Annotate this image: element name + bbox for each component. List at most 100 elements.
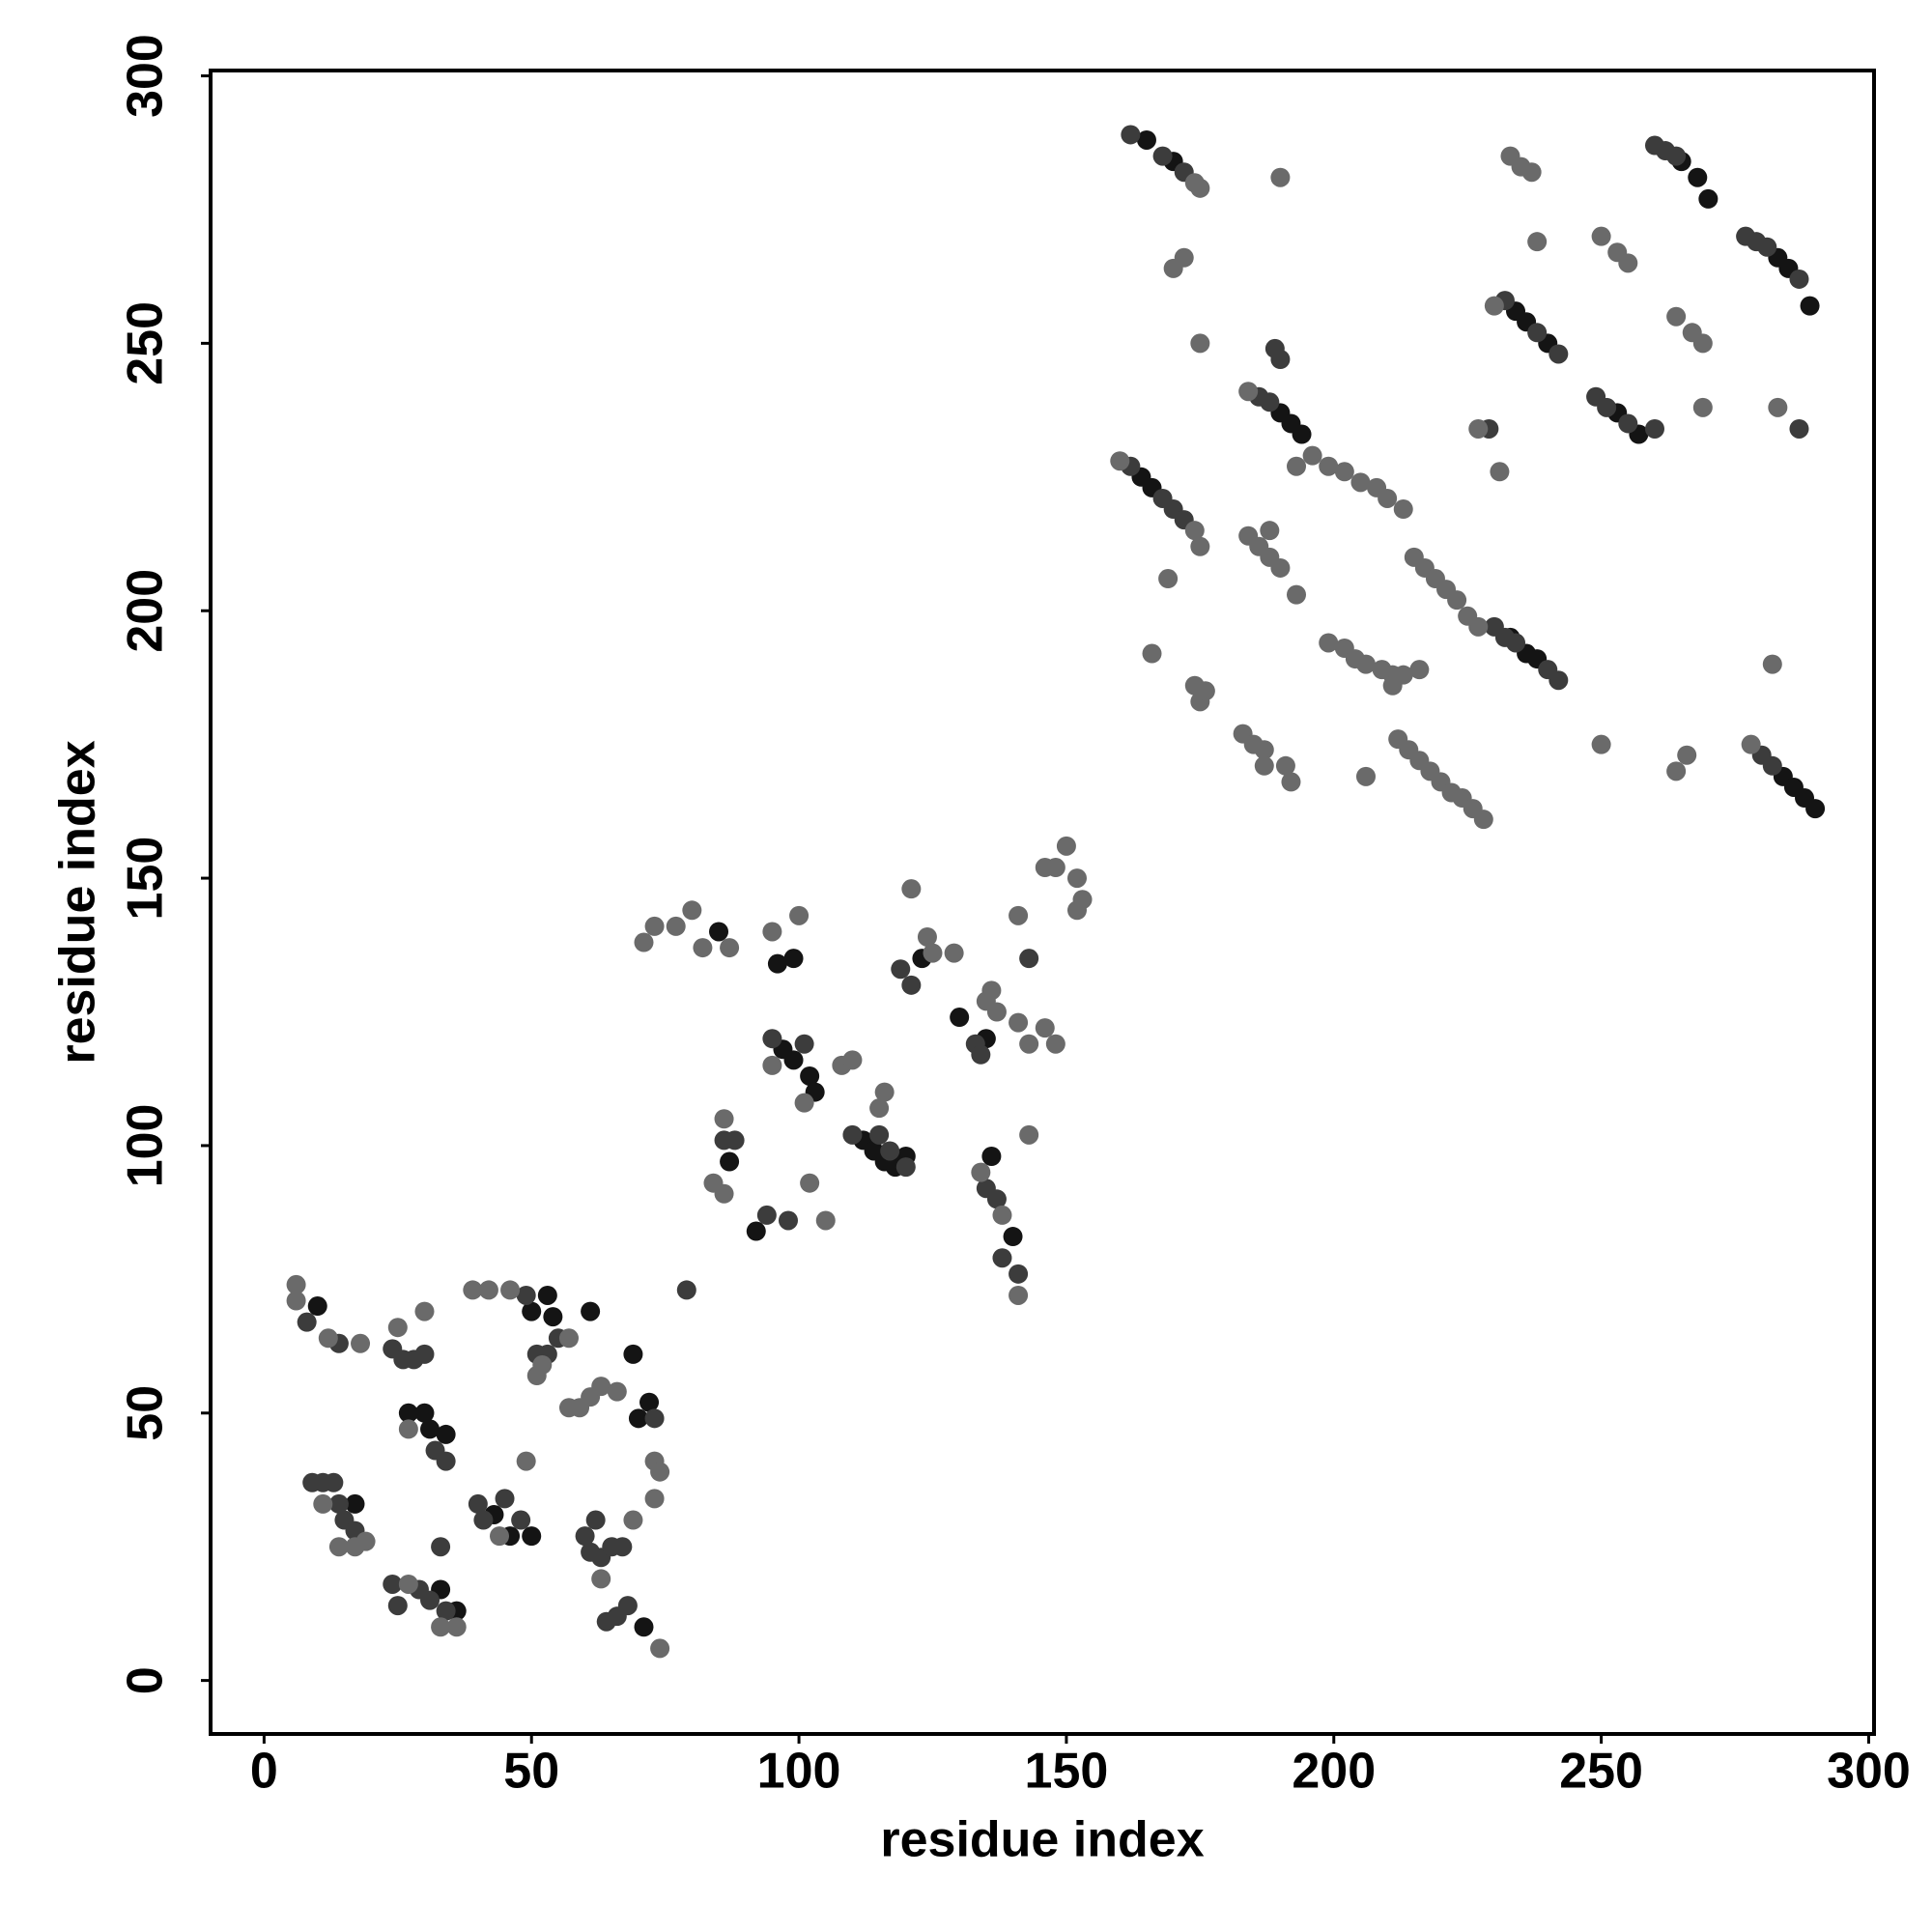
point [1270, 557, 1291, 578]
point [522, 1301, 542, 1321]
point [1527, 323, 1548, 343]
point [1045, 1034, 1065, 1054]
point [874, 1082, 895, 1102]
point [1591, 226, 1611, 246]
point [714, 1109, 734, 1129]
point [746, 1221, 766, 1241]
point [1757, 237, 1777, 257]
point [351, 1333, 371, 1353]
point [639, 1392, 660, 1412]
point [1019, 949, 1039, 969]
point [1666, 306, 1687, 327]
point [398, 1403, 418, 1423]
y-tick-label: 200 [118, 569, 174, 653]
point [558, 1328, 579, 1349]
point [1768, 397, 1788, 417]
point [1762, 654, 1782, 674]
point [286, 1274, 306, 1294]
point [431, 1617, 451, 1637]
x-tick-label: 50 [503, 1744, 559, 1800]
point [591, 1569, 611, 1589]
point [1066, 868, 1087, 889]
point [313, 1493, 333, 1514]
point [986, 1189, 1007, 1209]
point [869, 1124, 890, 1145]
point [1468, 616, 1489, 637]
point [1163, 258, 1183, 278]
point [1275, 755, 1295, 776]
y-tick-label: 50 [118, 1385, 174, 1441]
point [468, 1493, 488, 1514]
point [345, 1537, 365, 1557]
point [650, 1462, 670, 1482]
point [901, 879, 922, 899]
point [1591, 734, 1611, 754]
point [1692, 333, 1713, 354]
point [1666, 761, 1687, 781]
point [463, 1280, 483, 1300]
point [1800, 296, 1820, 316]
point [398, 1419, 418, 1439]
point [581, 1301, 601, 1321]
point [1184, 521, 1205, 541]
point [644, 916, 665, 936]
point [1009, 1285, 1029, 1305]
point [1009, 1264, 1029, 1284]
point [387, 1596, 408, 1616]
point [842, 1050, 863, 1070]
point [414, 1403, 435, 1423]
point [286, 1291, 306, 1311]
point [992, 1248, 1012, 1268]
point [1260, 392, 1280, 412]
point [971, 1162, 991, 1182]
point [1238, 382, 1259, 402]
point [585, 1510, 606, 1530]
point [880, 1141, 900, 1161]
point [420, 1590, 440, 1610]
point [1056, 836, 1076, 856]
point [709, 922, 729, 942]
point [762, 1029, 782, 1049]
point [950, 1008, 970, 1028]
point [532, 1354, 553, 1375]
point [1447, 590, 1467, 611]
point [478, 1280, 498, 1300]
point [1490, 462, 1510, 482]
point [1319, 633, 1339, 653]
point [328, 1493, 349, 1514]
point [1334, 462, 1354, 482]
point [944, 943, 964, 963]
point [1506, 633, 1526, 653]
point [1292, 424, 1312, 444]
point [1355, 654, 1376, 674]
point [1382, 675, 1403, 696]
x-tick-label: 250 [1559, 1744, 1643, 1800]
point [724, 1130, 745, 1151]
point [345, 1493, 365, 1514]
point [842, 1124, 863, 1145]
point [436, 1451, 456, 1471]
point [1521, 162, 1542, 183]
point [981, 980, 1002, 1001]
point [1350, 472, 1371, 493]
point [1110, 451, 1130, 471]
point [1045, 858, 1065, 878]
point [328, 1537, 349, 1557]
point [1688, 167, 1708, 187]
point [446, 1617, 467, 1637]
point [436, 1601, 456, 1621]
point [431, 1537, 451, 1557]
point [1158, 569, 1179, 589]
point [1281, 772, 1301, 792]
point [634, 1617, 654, 1637]
point [644, 1489, 665, 1509]
point [1019, 1124, 1039, 1145]
x-axis-title: residue index [880, 1812, 1204, 1868]
point [895, 1157, 916, 1178]
point [398, 1574, 418, 1594]
point [473, 1510, 494, 1530]
point [543, 1307, 563, 1327]
point [1019, 1034, 1039, 1054]
point [676, 1280, 696, 1300]
point [1378, 488, 1398, 508]
